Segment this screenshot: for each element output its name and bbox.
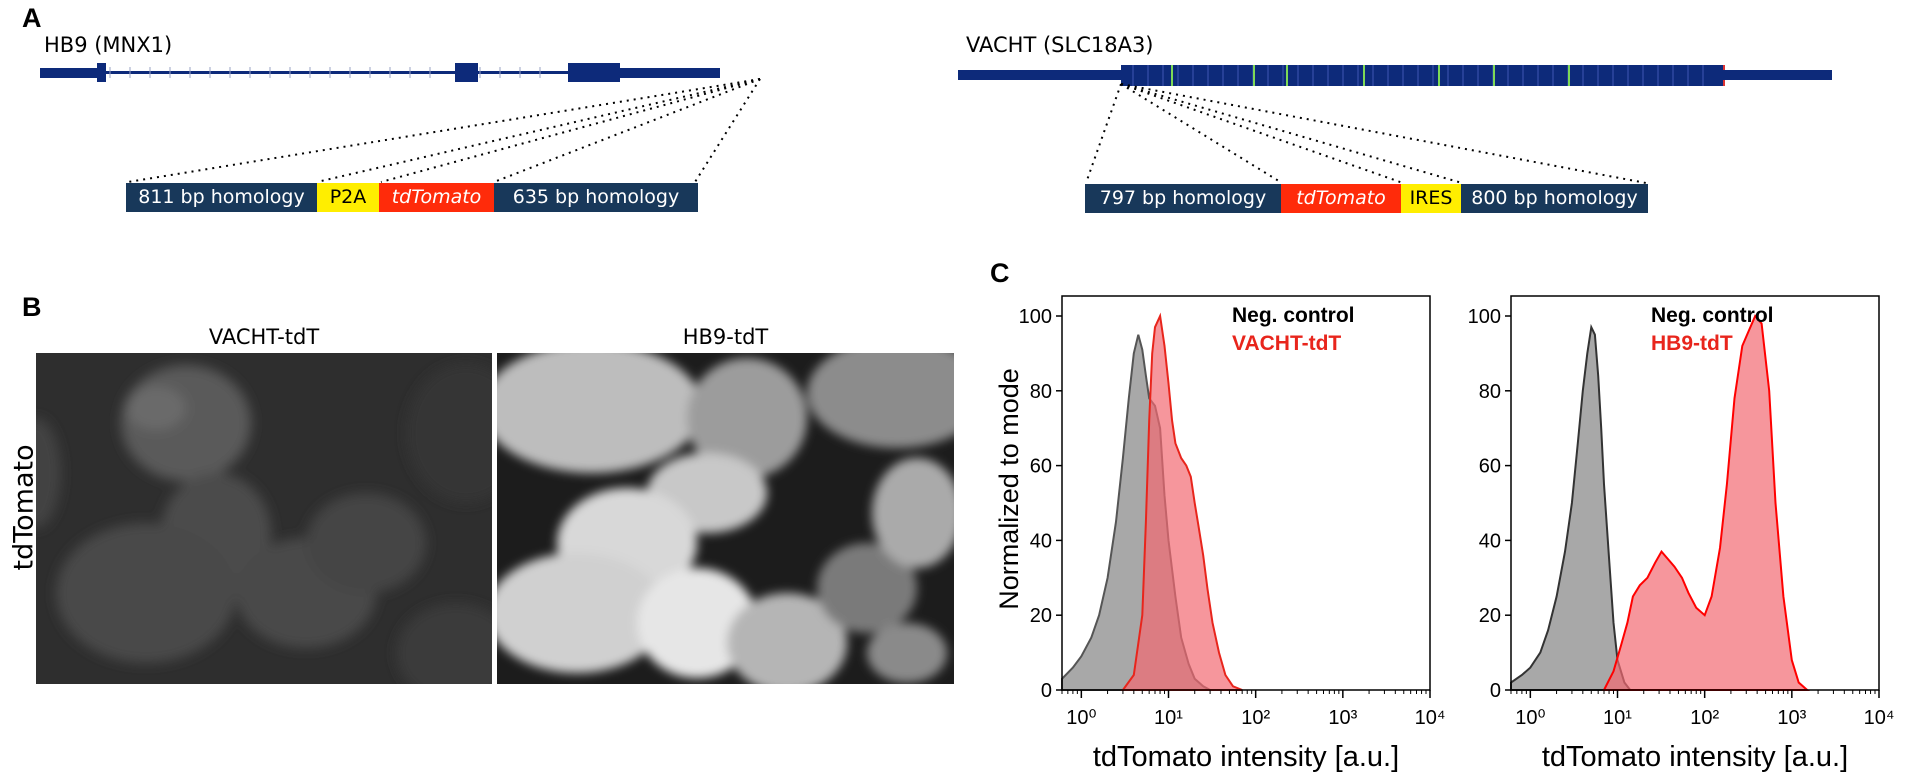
x-axis-label: tdTomato intensity [a.u.]: [1093, 741, 1399, 773]
vacht-construct: 797 bp homology tdTomato IRES 800 bp hom…: [1085, 184, 1648, 213]
hb9-p2a-segment: P2A: [317, 183, 379, 212]
y-tick-label: 80: [1030, 381, 1052, 403]
x-tick-label: 10¹: [1154, 707, 1183, 729]
hb9-construct: 811 bp homology P2A tdTomato 635 bp homo…: [126, 183, 698, 212]
y-tick-label: 40: [1479, 530, 1501, 552]
legend-entry: VACHT-tdT: [1232, 332, 1341, 355]
y-tick-label: 80: [1479, 381, 1501, 403]
hb9-tdt-micrograph: [497, 353, 954, 684]
x-tick-label: 10⁰: [1515, 707, 1545, 729]
y-axis-label: Normalized to mode: [994, 368, 1024, 610]
y-tick-label: 20: [1479, 605, 1501, 627]
hb9-gene-track: [40, 63, 720, 82]
vacht-gene-label: VACHT (SLC18A3): [966, 33, 1154, 57]
series-area-neg-control: [1510, 323, 1633, 691]
legend-entry: Neg. control: [1232, 304, 1355, 327]
vacht-ires-segment: IRES: [1401, 184, 1461, 213]
y-tick-label: 20: [1030, 605, 1052, 627]
panel-label-a: A: [22, 3, 42, 33]
plot-frame: [1061, 295, 1431, 691]
hb9-homology-left: 811 bp homology: [126, 183, 317, 212]
hb9-homology-right: 635 bp homology: [494, 183, 698, 212]
x-tick-label: 10⁴: [1864, 707, 1895, 729]
panel-label-b: B: [22, 292, 42, 322]
x-tick-label: 10³: [1777, 707, 1806, 729]
panel-label-c: C: [990, 258, 1010, 288]
x-tick-label: 10⁴: [1415, 707, 1446, 729]
y-tick-label: 100: [1019, 306, 1052, 328]
flow-cytometry-histograms: 0 20 40 60 80 100 10⁰ 10¹ 10² 10³ 10⁴ tdTomato inte…: [994, 295, 1895, 773]
vacht-tdtomato-segment: tdTomato: [1281, 184, 1401, 213]
vacht-homology-right: 800 bp homology: [1461, 184, 1648, 213]
vacht-callout-lines: [1085, 83, 1647, 184]
x-tick-label: 10²: [1241, 707, 1270, 729]
vacht-gene-track: [958, 65, 1832, 86]
y-tick-label: 60: [1479, 456, 1501, 478]
vacht-homology-left: 797 bp homology: [1085, 184, 1281, 213]
hb9-callout-lines: [127, 78, 761, 183]
y-tick-label: 100: [1468, 306, 1501, 328]
vacht-tdt-micrograph: [36, 353, 492, 684]
series-area-hb9-tdt: [1602, 314, 1810, 691]
y-tick-label: 0: [1490, 680, 1501, 702]
x-axis-label: tdTomato intensity [a.u.]: [1542, 741, 1848, 773]
vacht-image-title: VACHT-tdT: [208, 325, 320, 349]
legend-entry: Neg. control: [1651, 304, 1774, 327]
y-tick-label: 40: [1030, 530, 1052, 552]
x-tick-label: 10²: [1690, 707, 1719, 729]
hb9-image-title: HB9-tdT: [682, 325, 769, 349]
x-tick-label: 10¹: [1603, 707, 1632, 729]
hb9-gene-label: HB9 (MNX1): [44, 33, 173, 57]
y-tick-label: 60: [1030, 456, 1052, 478]
y-tick-label: 0: [1041, 680, 1052, 702]
x-tick-label: 10³: [1328, 707, 1357, 729]
x-tick-label: 10⁰: [1066, 707, 1096, 729]
row-label-tdtomato: tdTomato: [8, 444, 40, 571]
legend-entry: HB9-tdT: [1651, 332, 1733, 355]
hb9-tdtomato-segment: tdTomato: [379, 183, 494, 212]
series-area-vacht-tdt: [1120, 312, 1243, 691]
plot-frame: [1510, 295, 1880, 691]
